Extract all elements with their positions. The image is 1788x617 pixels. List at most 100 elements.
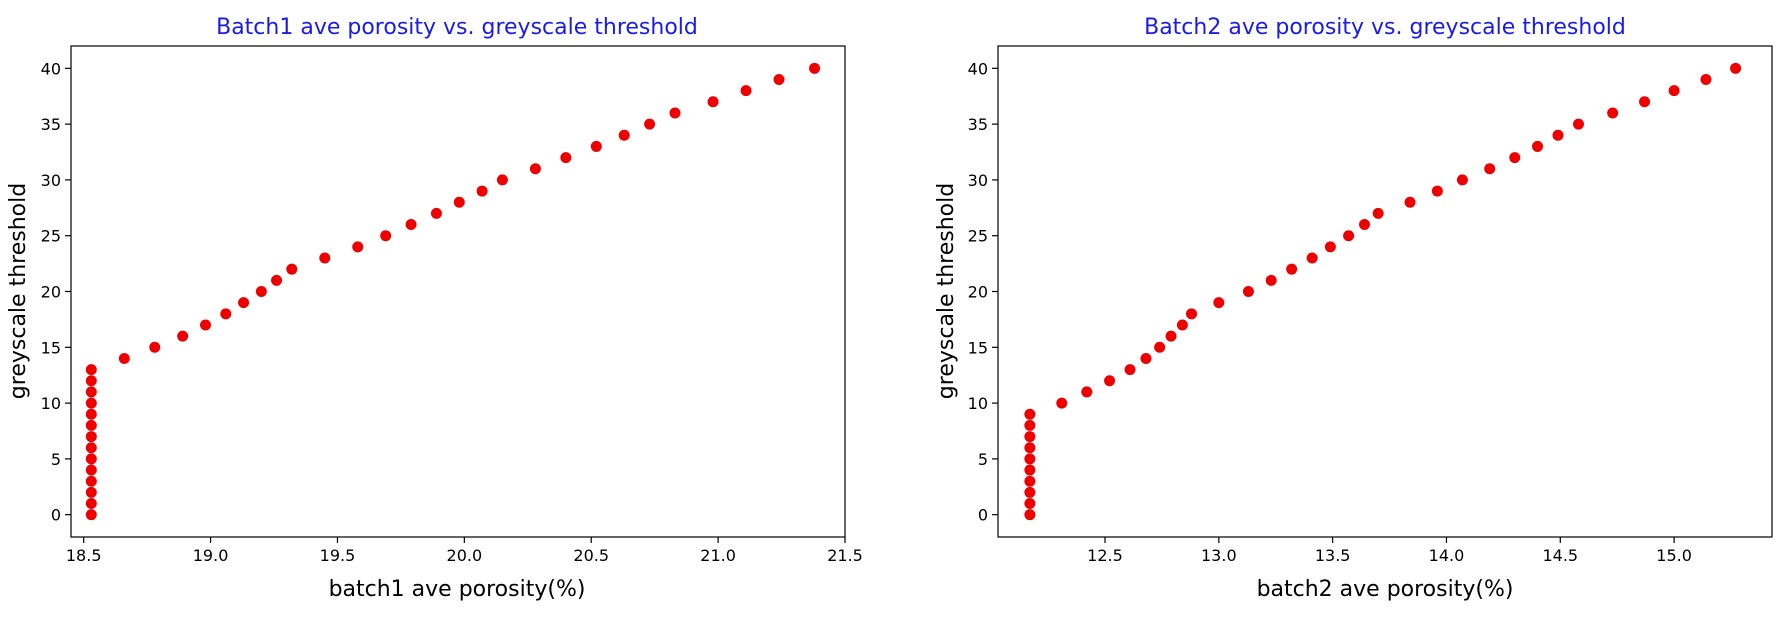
data-point xyxy=(286,263,298,275)
plot-frame xyxy=(997,45,1773,538)
data-point xyxy=(118,352,130,364)
x-axis-label: batch2 ave porosity(%) xyxy=(1257,577,1514,602)
y-tick-label: 35 xyxy=(41,115,61,134)
scatter-points xyxy=(85,62,821,521)
data-point xyxy=(1186,308,1197,320)
data-point xyxy=(1306,252,1318,264)
data-point xyxy=(1532,140,1544,152)
data-point xyxy=(740,85,752,97)
data-point xyxy=(85,509,97,521)
data-point xyxy=(707,96,719,108)
y-tick-label: 20 xyxy=(41,283,61,302)
data-point xyxy=(1286,263,1298,275)
data-point xyxy=(1024,475,1036,487)
data-point xyxy=(85,375,97,387)
data-point xyxy=(1700,73,1712,85)
data-point xyxy=(1024,498,1036,510)
x-tick-label: 15.0 xyxy=(1656,546,1692,565)
data-point xyxy=(1024,419,1036,431)
data-point xyxy=(773,73,785,85)
y-tick-label: 10 xyxy=(968,394,988,413)
data-point xyxy=(319,252,331,264)
data-point xyxy=(85,464,97,476)
data-point xyxy=(85,453,97,465)
data-point xyxy=(809,62,821,74)
data-point xyxy=(1140,352,1152,364)
data-point xyxy=(1639,96,1651,108)
y-tick-label: 5 xyxy=(978,450,988,469)
x-tick-label: 19.5 xyxy=(320,546,356,565)
y-tick-label: 20 xyxy=(968,283,988,302)
data-point xyxy=(1024,486,1036,498)
axis-ticks: 18.5 19.0 19.5 20.0 20.5 21.0 21.5 0 5 10 15 20 25 30… xyxy=(41,59,863,565)
data-point xyxy=(1456,174,1468,186)
y-axis-label: greyscale threshold xyxy=(934,183,959,399)
data-point xyxy=(669,107,681,119)
data-point xyxy=(220,308,232,320)
data-point xyxy=(199,319,211,331)
data-point xyxy=(85,498,97,510)
x-tick-label: 19.0 xyxy=(193,546,229,565)
y-tick-label: 35 xyxy=(968,115,988,134)
chart-title: Batch2 ave porosity vs. greyscale thresh… xyxy=(1144,15,1626,40)
data-point xyxy=(85,408,97,420)
data-point xyxy=(1242,286,1254,297)
chart-panel-batch2: Batch2 ave porosity vs. greyscale thresh… xyxy=(934,15,1773,602)
data-point xyxy=(85,442,97,454)
data-point xyxy=(85,431,97,443)
data-point xyxy=(238,297,250,309)
data-point xyxy=(177,330,189,342)
data-point xyxy=(1509,152,1521,164)
y-tick-label: 30 xyxy=(968,171,988,190)
plot-frame xyxy=(70,45,846,538)
data-point xyxy=(590,140,602,152)
data-point xyxy=(405,219,417,231)
x-tick-label: 18.5 xyxy=(66,546,102,565)
y-tick-label: 15 xyxy=(968,338,988,357)
x-axis-label: batch1 ave porosity(%) xyxy=(329,577,586,602)
y-tick-label: 5 xyxy=(51,450,61,469)
data-point xyxy=(1056,397,1068,409)
data-point xyxy=(453,196,465,208)
chart-panel-batch1: Batch1 ave porosity vs. greyscale thresh… xyxy=(6,15,863,602)
data-point xyxy=(1343,230,1355,242)
x-tick-label: 20.0 xyxy=(447,546,483,565)
y-tick-label: 40 xyxy=(968,59,988,78)
y-tick-label: 10 xyxy=(41,394,61,413)
y-tick-label: 25 xyxy=(41,227,61,246)
y-tick-label: 0 xyxy=(978,506,988,525)
data-point xyxy=(618,129,630,141)
data-point xyxy=(496,174,508,186)
x-tick-label: 14.0 xyxy=(1429,546,1465,565)
data-point xyxy=(255,286,267,297)
data-point xyxy=(1668,85,1680,97)
x-tick-label: 21.5 xyxy=(827,546,863,565)
data-point xyxy=(1024,408,1036,420)
x-tick-label: 21.0 xyxy=(700,546,736,565)
x-tick-label: 20.5 xyxy=(573,546,609,565)
data-point xyxy=(476,185,488,197)
data-point xyxy=(1404,196,1416,208)
data-point xyxy=(1359,219,1371,231)
data-point xyxy=(1104,375,1116,387)
data-point xyxy=(1265,274,1277,286)
data-point xyxy=(1607,107,1619,119)
y-tick-label: 40 xyxy=(41,59,61,78)
y-tick-label: 25 xyxy=(968,227,988,246)
data-point xyxy=(1124,364,1136,376)
data-point xyxy=(85,386,97,398)
data-point xyxy=(85,475,97,487)
data-point xyxy=(529,163,541,175)
axis-ticks: 12.5 13.0 13.5 14.0 14.5 15.0 0 5 10 15 20 25 30 35 40 xyxy=(968,59,1692,565)
y-tick-label: 30 xyxy=(41,171,61,190)
data-point xyxy=(1573,118,1584,130)
data-point xyxy=(1176,319,1188,331)
chart-title: Batch1 ave porosity vs. greyscale thresh… xyxy=(216,15,698,40)
data-point xyxy=(85,397,97,409)
data-point xyxy=(1024,453,1036,465)
data-point xyxy=(1324,241,1336,253)
data-point xyxy=(1165,330,1177,342)
data-point xyxy=(1024,509,1036,521)
data-point xyxy=(1552,129,1564,141)
